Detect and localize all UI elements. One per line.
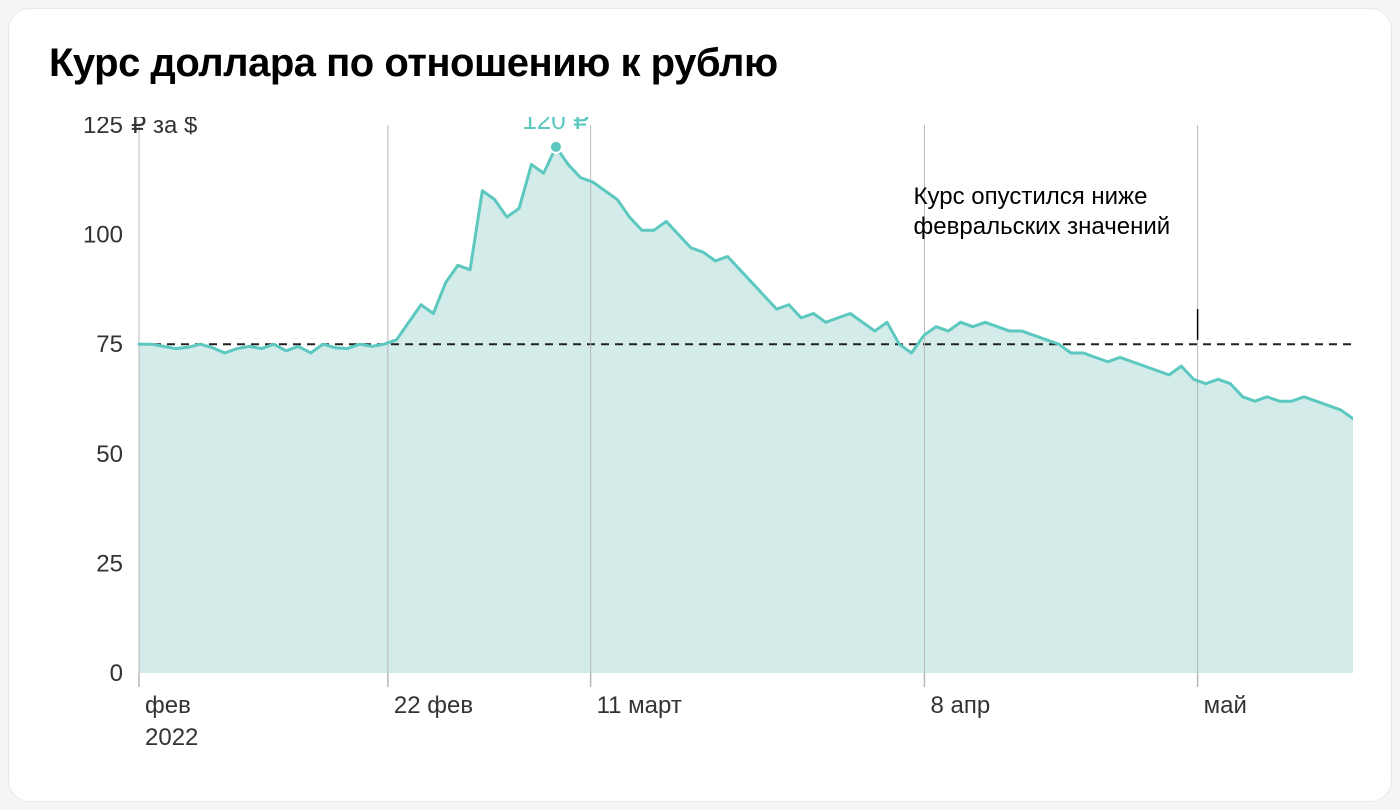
annotation-text: Курс опустился ниже bbox=[914, 183, 1148, 210]
peak-dot bbox=[550, 141, 562, 153]
annotation-text: февральских значений bbox=[914, 213, 1171, 240]
y-tick-label: 25 bbox=[96, 550, 123, 577]
chart-area: фев 2022 22 фев 11 март 8 апр май 0 25 50 75 100 12… bbox=[49, 117, 1353, 757]
y-tick-label: 75 bbox=[96, 331, 123, 358]
chart-card: Курс доллара по отношению к рублю фев 202… bbox=[8, 8, 1392, 802]
y-tick-label: 50 bbox=[96, 441, 123, 468]
peak-label: 120 ₽ bbox=[522, 117, 589, 135]
x-tick-label: май bbox=[1204, 692, 1247, 719]
x-tick-label: 11 март bbox=[597, 692, 682, 719]
chart-title: Курс доллара по отношению к рублю bbox=[49, 41, 778, 86]
y-unit-label: ₽ за $ bbox=[131, 117, 197, 139]
chart-svg: фев 2022 22 фев 11 март 8 апр май 0 25 50 75 100 12… bbox=[49, 117, 1353, 757]
y-tick-label: 100 bbox=[83, 222, 123, 249]
area-fill bbox=[139, 147, 1353, 673]
x-tick-label: фев bbox=[145, 692, 191, 719]
y-tick-label: 125 bbox=[83, 117, 123, 139]
x-tick-label: 22 фев bbox=[394, 692, 473, 719]
x-tick-sublabel: 2022 bbox=[145, 724, 198, 751]
x-tick-label: 8 апр bbox=[930, 692, 990, 719]
y-tick-label: 0 bbox=[110, 660, 123, 687]
